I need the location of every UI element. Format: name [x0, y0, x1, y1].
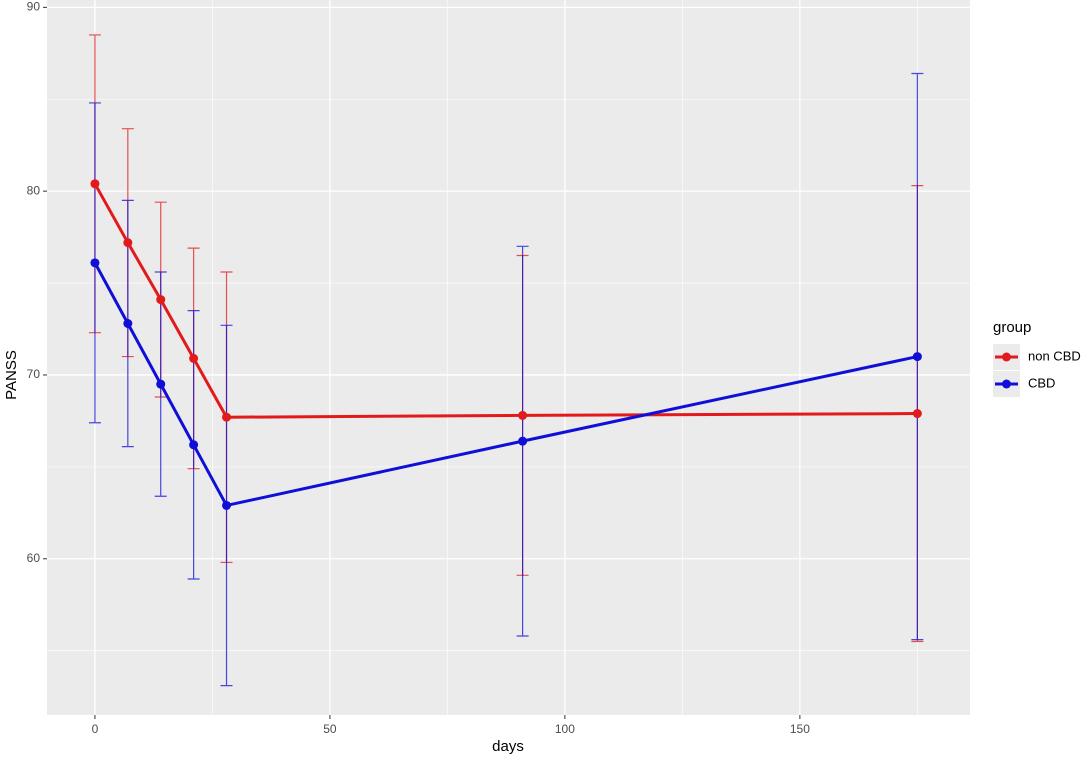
data-point	[123, 238, 133, 248]
data-point	[222, 412, 232, 422]
data-point	[518, 410, 528, 420]
data-point	[123, 318, 133, 328]
x-tick-label: 150	[790, 722, 810, 736]
data-point	[222, 500, 232, 510]
legend-label: CBD	[1028, 375, 1055, 390]
legend-key-point	[1002, 379, 1011, 389]
data-point	[912, 409, 922, 419]
data-point	[518, 436, 528, 446]
legend: group non CBD CBD	[993, 319, 1081, 397]
data-point	[912, 352, 922, 362]
y-tick-label: 70	[27, 367, 41, 381]
legend-label: non CBD	[1028, 348, 1081, 363]
data-point	[189, 440, 199, 450]
legend-title: group	[993, 319, 1031, 336]
x-tick-label: 100	[555, 722, 575, 736]
y-tick-label: 60	[27, 551, 41, 565]
y-tick-label: 90	[27, 0, 41, 14]
data-point	[156, 295, 166, 305]
legend-key-point	[1002, 352, 1011, 362]
data-point	[90, 258, 100, 268]
y-tick-label: 80	[27, 183, 41, 197]
x-axis-title: days	[492, 738, 524, 755]
x-tick-label: 0	[92, 722, 99, 736]
data-point	[156, 379, 166, 389]
data-point	[189, 353, 199, 363]
plot-panel	[47, 0, 970, 715]
y-axis-title: PANSS	[3, 350, 20, 400]
x-tick-label: 50	[323, 722, 337, 736]
data-point	[90, 179, 100, 189]
